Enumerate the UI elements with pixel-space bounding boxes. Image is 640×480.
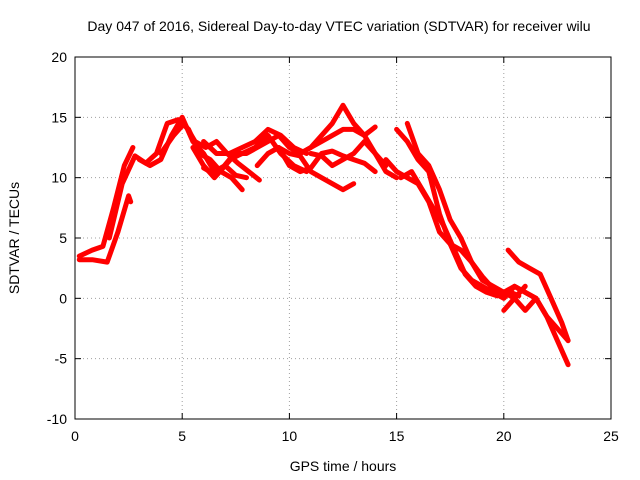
data-traces bbox=[76, 102, 571, 368]
series-line-1 bbox=[76, 145, 136, 259]
x-tick-label: 20 bbox=[496, 428, 512, 444]
series-line-3 bbox=[106, 117, 245, 241]
x-axis-label: GPS time / hours bbox=[290, 458, 397, 474]
x-tick-label: 25 bbox=[603, 428, 619, 444]
y-tick-label: 5 bbox=[59, 230, 67, 246]
series-line-18 bbox=[505, 247, 571, 344]
y-tick-label: 10 bbox=[51, 170, 67, 186]
y-axis-label: SDTVAR / TECUs bbox=[6, 182, 22, 294]
series-line-5 bbox=[158, 120, 262, 183]
x-tick-label: 5 bbox=[178, 428, 186, 444]
x-tick-label: 15 bbox=[389, 428, 405, 444]
x-tick-label: 10 bbox=[282, 428, 298, 444]
y-tick-label: -5 bbox=[55, 351, 68, 367]
series-line-17 bbox=[501, 295, 571, 368]
tick-labels: 0 5 10 15 20 25 -10 -5 0 5 10 15 20 bbox=[47, 49, 619, 444]
series-line-6 bbox=[201, 126, 310, 156]
series-line-12 bbox=[308, 139, 389, 169]
y-tick-label: -10 bbox=[47, 411, 67, 427]
x-tick-label: 0 bbox=[71, 428, 79, 444]
y-tick-label: 0 bbox=[59, 290, 67, 306]
plot-frame bbox=[74, 56, 612, 420]
chart-title: Day 047 of 2016, Sidereal Day-to-day VTE… bbox=[87, 18, 590, 34]
grid-lines bbox=[75, 57, 611, 419]
series-line-16 bbox=[398, 169, 522, 299]
series-line-2 bbox=[76, 193, 134, 265]
y-tick-label: 20 bbox=[51, 49, 67, 65]
y-tick-label: 15 bbox=[51, 109, 67, 125]
